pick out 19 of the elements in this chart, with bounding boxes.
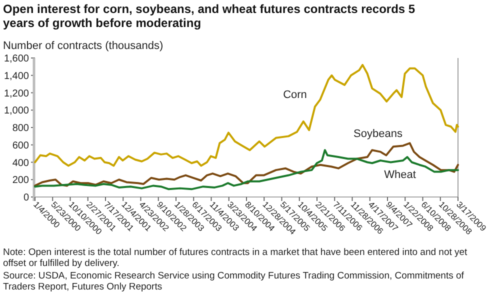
y-tick-label: 1,600 <box>4 54 30 64</box>
line-series <box>34 64 459 167</box>
series-label: Soybeans <box>354 128 403 140</box>
y-tick-label: 1,000 <box>4 106 30 117</box>
y-tick-label: 1,400 <box>4 70 30 82</box>
text: Note: Open interest is the total number of futures contracts in a market that have been entered into and not yet offset or fulfilled by delivery. <box>3 247 468 269</box>
chart-title: Open interest for corn, soybeans, and wheat futures contracts records 5 years of growth before moderating <box>3 2 416 30</box>
line-series <box>34 149 459 190</box>
series-label: Wheat <box>384 169 416 181</box>
series-label: Corn <box>283 89 307 101</box>
y-axis-title: Number of contracts (thousands) <box>3 40 164 52</box>
y-tick-label: 800 <box>12 123 30 134</box>
y-tick-label: 0 <box>23 192 30 204</box>
y-tick-label: 200 <box>12 175 30 186</box>
line-series <box>34 142 459 187</box>
y-tick-label: 400 <box>12 158 30 169</box>
y-tick-label: 600 <box>12 140 30 152</box>
y-tick-label: 1,200 <box>4 88 30 100</box>
source-note: Source: USDA, Economic Research Service using Commodity Futures Trading Commission, Commitments of Traders Report, Futures Only Reports <box>3 270 464 292</box>
